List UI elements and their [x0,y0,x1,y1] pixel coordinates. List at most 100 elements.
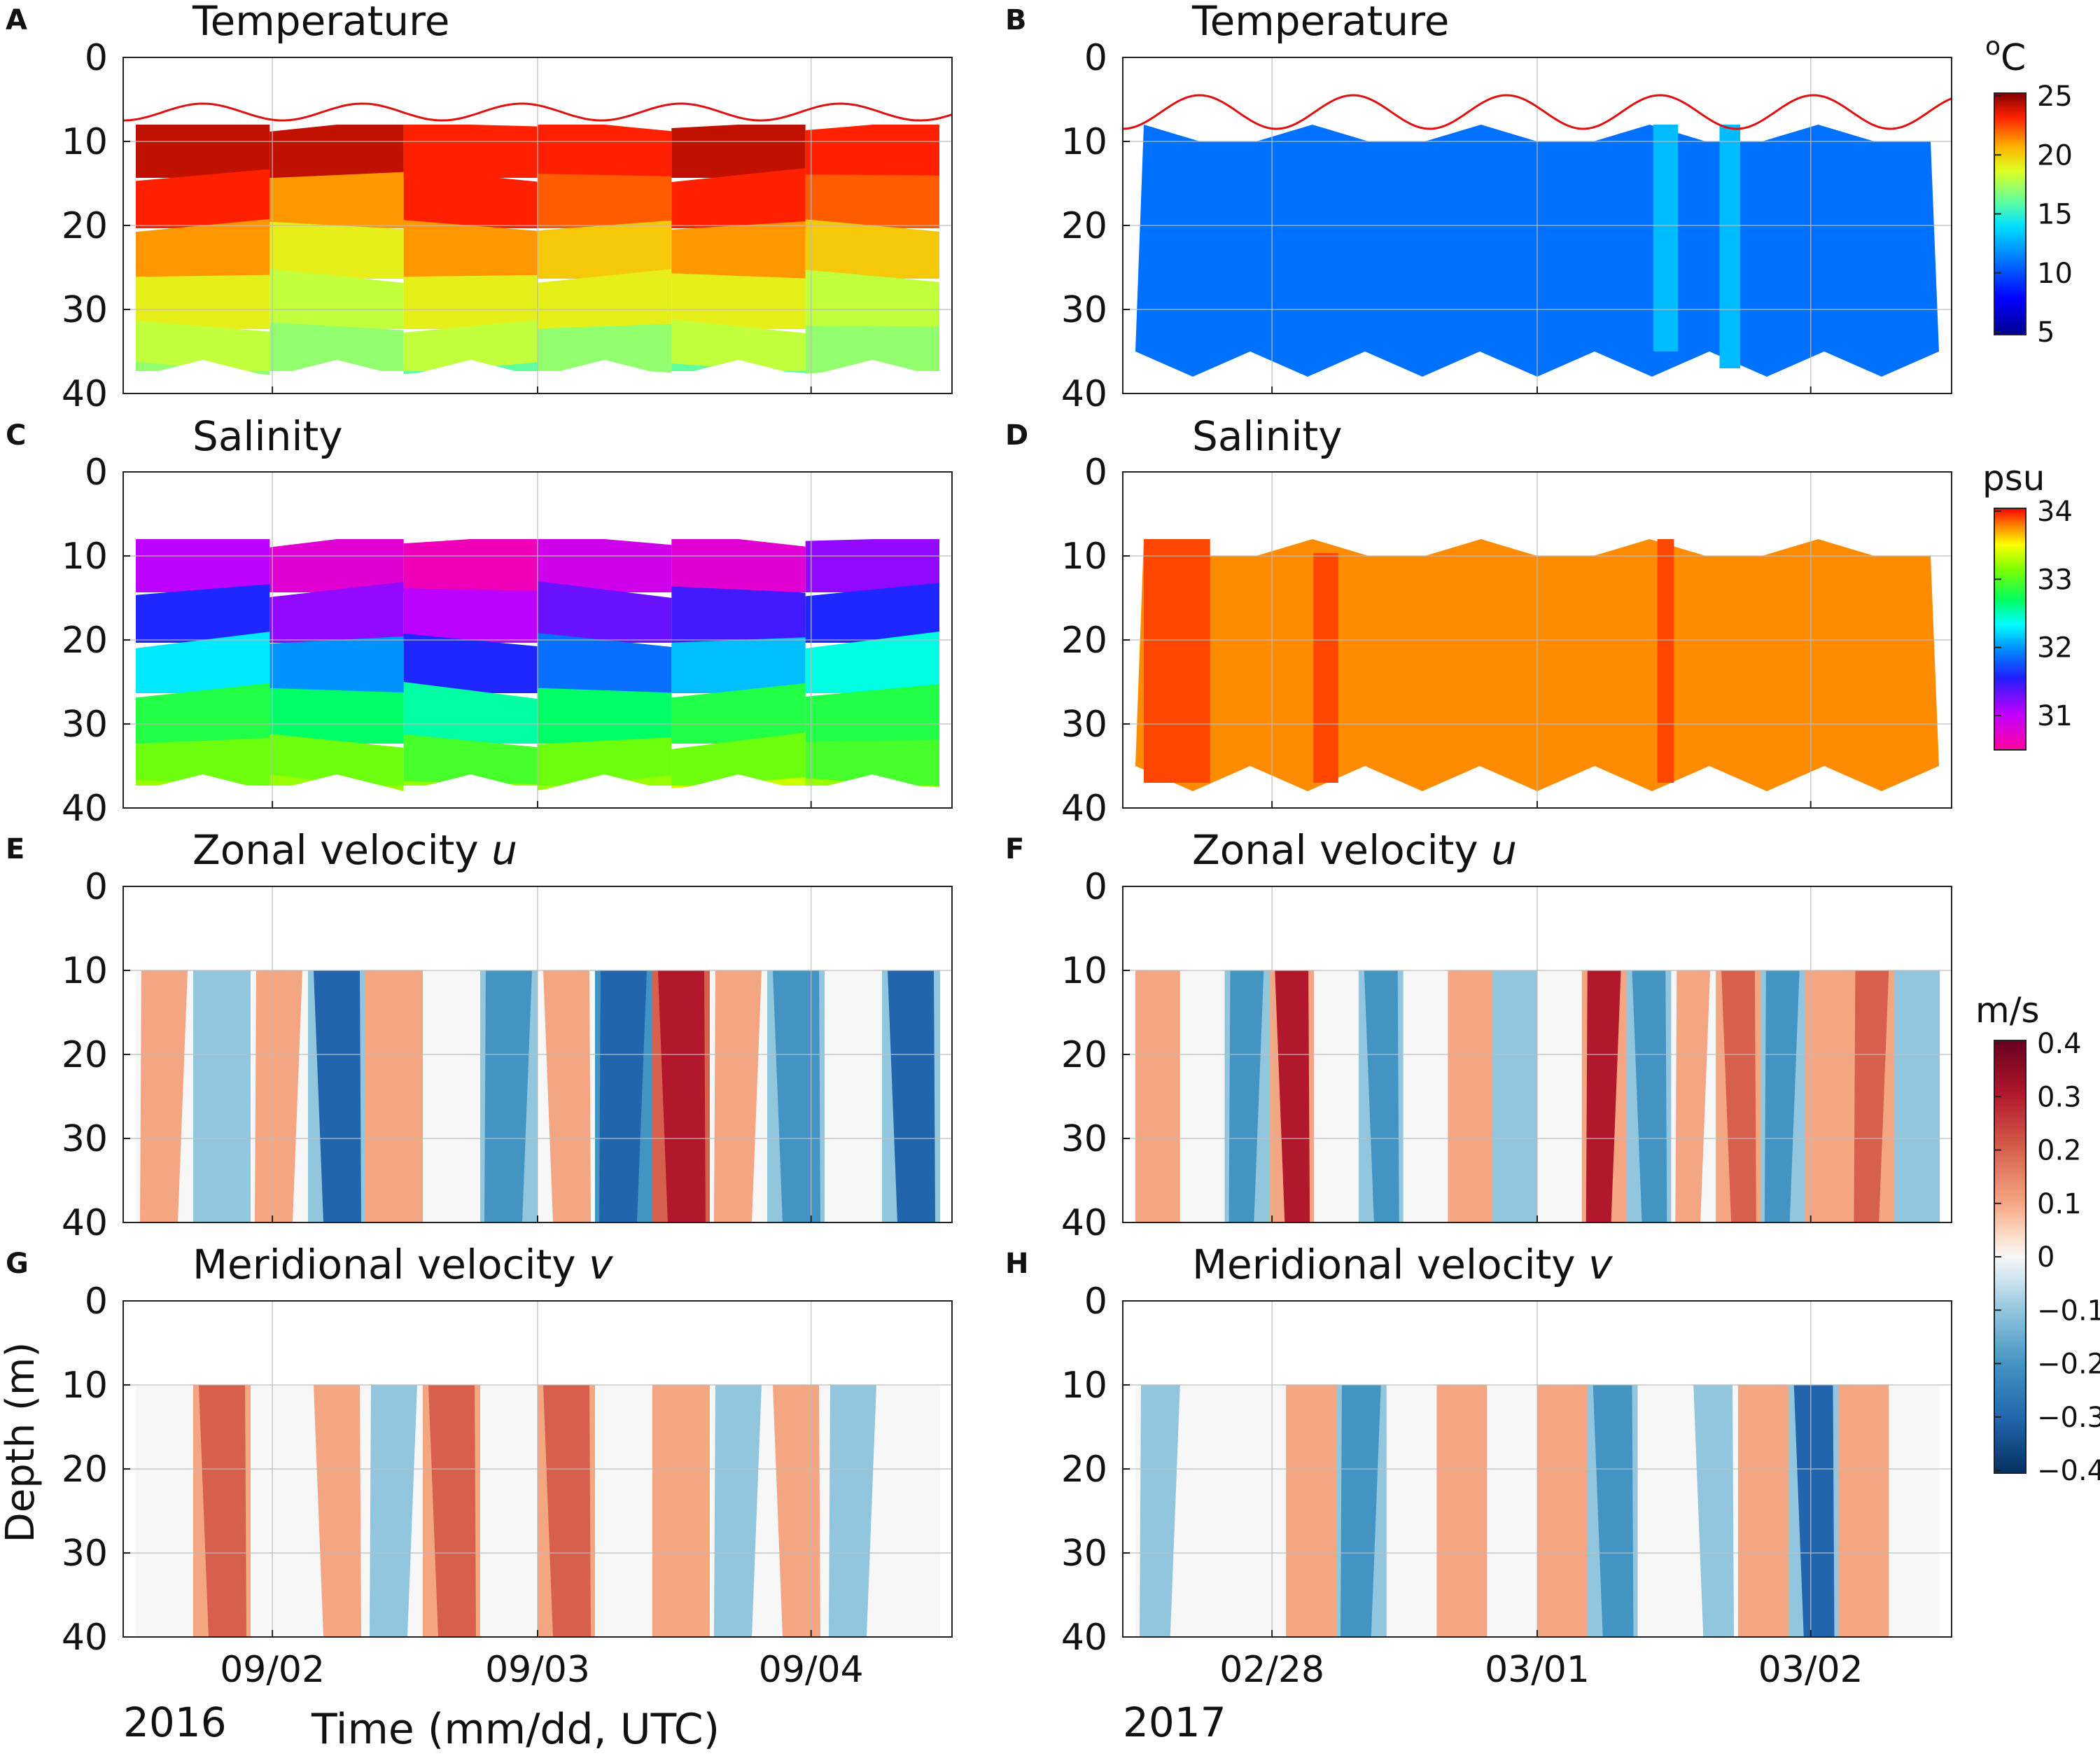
sal-strip [1313,553,1338,783]
sal-cell [270,688,404,744]
sal-cell [538,737,672,786]
temp-cell [671,221,806,279]
y-axis-label: Depth (m) [0,1342,43,1543]
title-b: Temperature [1191,0,1449,45]
panel-e: 0 10 20 30 40 [62,866,953,1244]
sal-cell [270,582,404,643]
temp-colorbar-tick-label: 15 [2037,199,2073,231]
vel-colorbar-tick-label: −0.1 [2037,1295,2100,1327]
v-column [1592,1385,1634,1637]
sal-colorbar-tick-label: 32 [2037,632,2073,664]
temp-colorbar-tick-label: 5 [2037,316,2054,349]
v-column [1292,1385,1332,1637]
panel-f: 0 10 20 30 40 [1061,866,1952,1244]
sal-cell [136,632,270,693]
u-column [1586,970,1621,1222]
y-tick-label: 0 [85,866,108,908]
y-tick-label: 10 [62,1365,108,1407]
sal-cell [671,683,806,744]
contour-field [1135,1385,1940,1637]
y-tick-label: 20 [62,1449,108,1491]
y-tick-label: 10 [1061,950,1107,992]
v-column [314,1385,361,1637]
temp-cell [538,269,672,329]
temp-cell [538,323,672,371]
u-column [1900,970,1935,1222]
title-d: Salinity [1192,412,1343,460]
u-column [199,970,246,1222]
sal-colorbar-tick-label: 31 [2037,700,2073,732]
v-column [140,1385,188,1637]
temp-cell [671,319,806,371]
title-h-text: Meridional velocity [1192,1241,1576,1288]
sal-strip [1144,539,1210,783]
gridlines [1123,1301,1952,1637]
temp-strip [1653,125,1679,351]
v-column [829,1385,876,1637]
temp-unit-c: C [2001,37,2026,79]
sal-colorbar [1994,508,2026,751]
u-column [1721,970,1756,1222]
temp-cell [671,168,806,228]
y-tick-label: 30 [62,289,108,331]
gridlines [1123,472,1952,808]
year-right: 2017 [1123,1699,1226,1746]
x-tick-label: 03/01 [1485,1649,1590,1691]
temp-cell [538,220,672,279]
v-column [484,1385,532,1637]
sal-cell [403,534,538,592]
temp-cell [136,218,270,279]
temp-cell [270,118,404,178]
v-column [1392,1385,1433,1637]
sal-colorbar-unit: psu [1982,458,2045,499]
u-column [1318,970,1353,1222]
temp-cell [805,119,939,178]
u-column [888,970,935,1222]
temp-cell [136,169,270,228]
u-column [1185,970,1221,1222]
u-column [1543,970,1578,1222]
sal-cell [270,636,404,693]
y-tick-label: 0 [85,452,108,494]
temp-cell [270,221,404,279]
title-f: Zonal velocity u [1192,826,1517,874]
u-column [543,970,591,1222]
title-g-var: v [589,1241,614,1288]
u-column [773,970,820,1222]
contour-field [136,970,940,1222]
v-column [658,1385,706,1637]
sal-cell [403,734,538,786]
y-tick-label: 20 [1061,205,1107,247]
y-tick-label: 20 [1061,620,1107,662]
panel-letter-g: G [6,1248,29,1280]
v-column [1492,1385,1533,1637]
u-column [599,970,647,1222]
y-tick-label: 30 [62,704,108,746]
temp-colorbar-tick-label: 10 [2037,258,2073,290]
x-axis-label: Time (mm/dd, UTC) [311,1705,720,1754]
title-h: Meridional velocity v [1192,1241,1614,1288]
temp-cell [136,274,270,329]
y-tick-label: 40 [1061,788,1107,830]
v-column [1642,1385,1683,1637]
sal-cell [136,737,270,786]
u-column [1453,970,1489,1222]
v-column [1842,1385,1884,1637]
year-left: 2016 [123,1699,227,1746]
surface-line [1122,94,1952,130]
temp-colorbar-tick-label: 25 [2037,81,2073,113]
sal-cell [538,688,672,744]
panel-letter-a: A [6,4,27,36]
v-column [1240,1385,1281,1637]
gridlines [123,886,952,1222]
title-e: Zonal velocity u [192,826,517,874]
v-column [1441,1385,1482,1637]
y-tick-label: 30 [1061,1533,1107,1575]
temp-cell [403,320,538,371]
temp-cell [538,118,672,178]
vel-colorbar-tick-label: 0 [2037,1241,2054,1274]
v-column [1340,1385,1381,1637]
sal-cell [671,531,806,592]
vel-colorbar-tick-label: 0.3 [2037,1081,2082,1113]
